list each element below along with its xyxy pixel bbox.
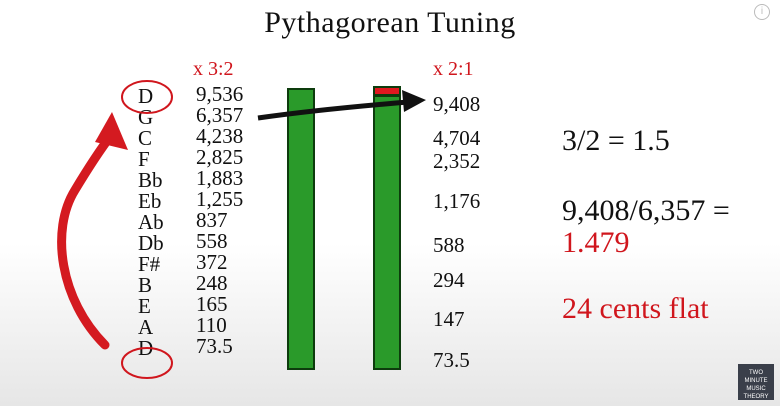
note-ab: Ab [138,210,164,234]
note-e: E [138,294,151,318]
fifth-value: 837 [196,208,228,232]
note-bb: Bb [138,168,163,192]
note-f: F [138,147,150,171]
fifth-value: 372 [196,250,228,274]
note-eb: Eb [138,189,162,213]
fifth-value: 1,255 [196,187,244,211]
circle-bottom-d [121,347,173,379]
fifths-bar [287,88,315,370]
division-equation: 9,408/6,357 = [562,194,730,227]
note-c: C [138,126,153,150]
fifth-value: 248 [196,271,228,295]
octave-value: 2,352 [433,149,481,173]
octaves-header: x 2:1 [433,58,474,80]
note-db: Db [138,231,164,255]
octave-value: 1,176 [433,189,481,213]
fifth-value: 9,536 [196,82,244,106]
octave-value: 294 [433,268,465,292]
circle-top-d [121,80,173,114]
channel-logo: TWO MINUTE MUSIC THEORY [738,364,774,400]
fifth-value: 4,238 [196,124,244,148]
note-d-top: D [138,84,154,108]
note-f-sharp: F# [138,252,161,276]
ratio-equation: 3/2 = 1.5 [562,124,670,157]
black-arrow-icon [257,99,409,121]
note-b: B [138,273,153,297]
red-arrow-head-icon [95,112,128,150]
note-a: A [138,315,154,339]
octave-value: 588 [433,233,465,257]
fifth-value: 1,883 [196,166,244,190]
fifth-value: 6,357 [196,103,244,127]
octave-value: 9,408 [433,92,481,116]
fifths-header: x 3:2 [193,58,234,80]
black-arrow-head-icon [402,90,426,112]
page-title: Pythagorean Tuning [264,6,516,39]
octave-value: 4,704 [433,126,481,150]
note-g: G [138,105,154,129]
fifth-value: 110 [196,313,227,337]
info-icon[interactable]: i [754,4,770,20]
cents-flat-label: 24 cents flat [562,292,709,325]
fifth-value: 165 [196,292,228,316]
octave-value: 73.5 [433,348,470,372]
octaves-bar [373,95,401,370]
octave-value: 147 [433,307,465,331]
red-arrow-icon [57,129,117,350]
division-result: 1.479 [562,226,630,259]
fifth-value: 73.5 [196,334,233,358]
fifth-value: 558 [196,229,228,253]
fifth-value: 2,825 [196,145,244,169]
